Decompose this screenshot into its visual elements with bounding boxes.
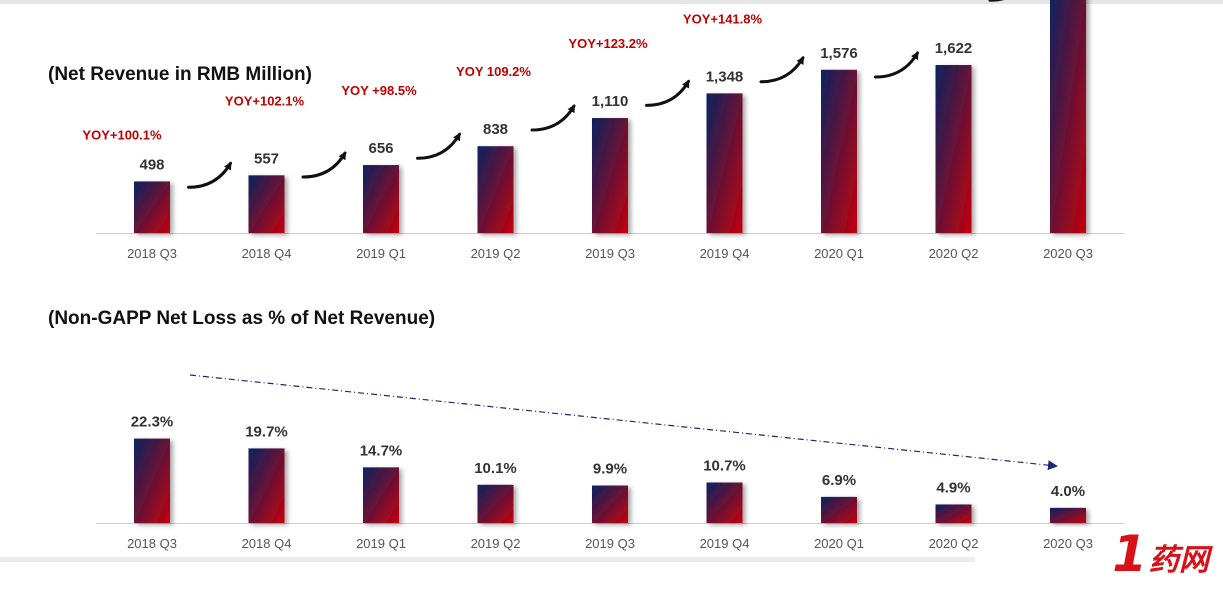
- bar-2019-q2: [477, 484, 514, 523]
- growth-arrow: [187, 161, 232, 189]
- bar-2019-q3: [592, 485, 628, 523]
- bar-2019-q2: [477, 146, 514, 233]
- bar-2019-q1: [363, 165, 399, 233]
- data-label: 4.9%: [936, 479, 970, 496]
- bar-2018-q4: [248, 448, 285, 523]
- top-border: [0, 0, 1223, 4]
- yoy-annotation: YOY+140.3%: [797, 0, 877, 3]
- logo-text: 药网: [1149, 543, 1209, 578]
- category-label: 2020 Q3: [1043, 536, 1093, 551]
- bar-2020-q1: [821, 496, 857, 523]
- data-label: 22.3%: [131, 414, 174, 431]
- data-label: 838: [483, 121, 508, 138]
- category-label: 2019 Q4: [700, 246, 750, 261]
- yoy-annotation: YOY+102.1%: [225, 93, 305, 108]
- growth-arrow: [301, 151, 347, 179]
- data-label: 498: [139, 156, 164, 173]
- loss-chart-title: (Non-GAPP Net Loss as % of Net Revenue): [48, 308, 436, 329]
- category-label: 2019 Q3: [585, 246, 635, 261]
- brand-logo: 1 药网: [1112, 525, 1209, 583]
- category-label: 2019 Q3: [585, 536, 635, 551]
- bar-2018-q4: [248, 175, 285, 233]
- bar-2020-q2: [935, 65, 972, 233]
- data-label: 1,348: [706, 68, 744, 85]
- revenue-chart: 498 2018 Q3 YOY+100.1% 557 2018 Q4 YOY+102.1%…: [82, 0, 1124, 261]
- category-label: 2018 Q3: [127, 536, 177, 551]
- category-label: 2019 Q4: [700, 536, 750, 551]
- data-label: 656: [368, 140, 393, 157]
- bar-2020-q2: [935, 504, 972, 523]
- growth-arrow: [874, 51, 919, 79]
- data-label: 4.0%: [1051, 483, 1085, 500]
- category-label: 2018 Q4: [242, 536, 292, 551]
- logo-number: 1: [1112, 525, 1147, 583]
- yoy-annotation: YOY+141.8%: [683, 11, 763, 26]
- data-label: 14.7%: [360, 442, 403, 459]
- bar-2020-q1: [821, 69, 857, 234]
- category-label: 2018 Q3: [127, 246, 177, 261]
- yoy-annotation: YOY +98.5%: [341, 83, 417, 98]
- growth-arrow: [759, 56, 805, 84]
- category-label: 2020 Q2: [929, 536, 979, 551]
- data-label: 1,576: [820, 45, 858, 62]
- bar-2019-q4: [706, 482, 743, 523]
- bar-2020-q3: [1050, 507, 1086, 523]
- category-label: 2020 Q1: [814, 536, 864, 551]
- category-label: 2020 Q3: [1043, 246, 1093, 261]
- data-label: 1,622: [935, 40, 973, 57]
- category-label: 2019 Q1: [356, 536, 406, 551]
- bar-2018-q3: [134, 438, 170, 523]
- data-label: 19.7%: [245, 423, 288, 440]
- growth-arrow: [416, 132, 461, 160]
- growth-arrow: [530, 104, 576, 132]
- bar-2019-q1: [363, 467, 399, 523]
- data-label: 1,110: [592, 93, 629, 110]
- bottom-border: [0, 557, 975, 562]
- growth-arrow: [645, 79, 690, 107]
- data-label: 557: [254, 150, 279, 167]
- yoy-annotation: YOY+123.2%: [568, 36, 648, 51]
- data-label: 6.9%: [822, 472, 856, 489]
- bar-2020-q3: [1050, 0, 1086, 234]
- loss-chart: 22.3% 2018 Q3 19.7% 2018 Q4 14.7% 2019 Q1 10.1…: [96, 374, 1124, 551]
- bar-2019-q4: [706, 93, 743, 233]
- category-label: 2018 Q4: [242, 246, 292, 261]
- data-label: 9.9%: [593, 461, 627, 478]
- category-label: 2019 Q2: [471, 536, 521, 551]
- revenue-chart-title: (Net Revenue in RMB Million): [48, 64, 312, 85]
- category-label: 2020 Q1: [814, 246, 864, 261]
- yoy-annotation: YOY+100.1%: [82, 127, 162, 142]
- yoy-annotation: YOY 109.2%: [456, 64, 531, 79]
- data-label: 10.7%: [703, 457, 746, 474]
- bar-2018-q3: [134, 181, 170, 233]
- data-label: 10.1%: [474, 460, 517, 477]
- trend-arrow: [189, 374, 1058, 471]
- category-label: 2020 Q2: [929, 246, 979, 261]
- bar-2019-q3: [592, 118, 628, 233]
- category-label: 2019 Q2: [471, 246, 521, 261]
- category-label: 2019 Q1: [356, 246, 406, 261]
